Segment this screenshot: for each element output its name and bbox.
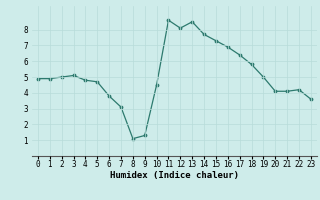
X-axis label: Humidex (Indice chaleur): Humidex (Indice chaleur) bbox=[110, 171, 239, 180]
